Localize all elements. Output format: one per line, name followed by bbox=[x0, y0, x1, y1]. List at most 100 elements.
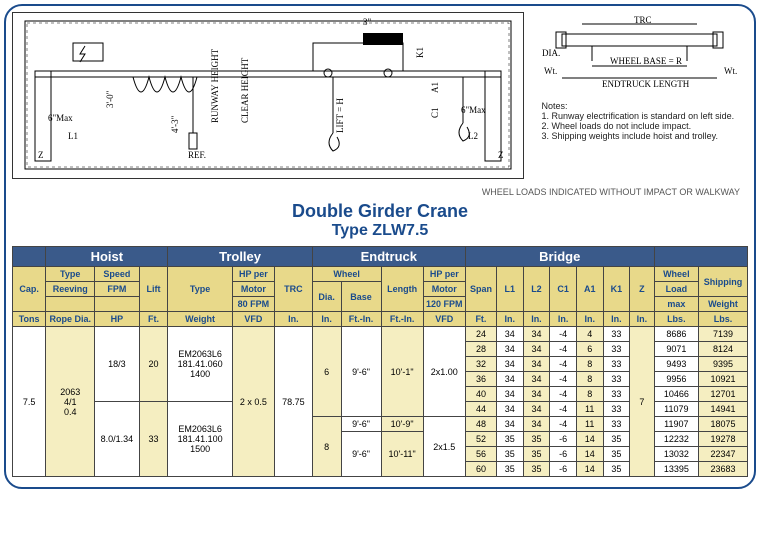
label-c1: C1 bbox=[430, 107, 440, 118]
cell-base1: 9'-6" bbox=[341, 327, 381, 417]
cell-len1: 10'-1" bbox=[381, 327, 423, 417]
label-trc: TRC bbox=[634, 16, 652, 25]
u-trc: In. bbox=[274, 312, 312, 327]
hdr-sw2: Weight bbox=[699, 297, 748, 312]
label-z-left: Z bbox=[38, 150, 44, 160]
hdr-ttype: Type bbox=[168, 267, 232, 312]
cell-lift2: 33 bbox=[139, 402, 168, 477]
wheel-load-note: WHEEL LOADS INDICATED WITHOUT IMPACT OR … bbox=[12, 187, 740, 197]
u-wl: Lbs. bbox=[654, 312, 698, 327]
notes-heading: Notes: bbox=[542, 101, 737, 111]
hdr-hp-lbl bbox=[95, 297, 139, 312]
u-base: Ft.-In. bbox=[341, 312, 381, 327]
cell-trolley1: EM2063L6 181.41.060 1400 bbox=[168, 327, 232, 402]
hdr-hp1: HP per bbox=[232, 267, 274, 282]
label-endtruck-length: ENDTRUCK LENGTH bbox=[602, 79, 690, 89]
hdr-l1: L1 bbox=[496, 267, 523, 312]
label-lift: LIFT = H bbox=[335, 98, 345, 133]
cell-l1: 34 bbox=[496, 327, 523, 342]
note-2: 2. Wheel loads do not include impact. bbox=[542, 121, 737, 131]
label-k1: K1 bbox=[415, 47, 425, 58]
hdr-k1: K1 bbox=[603, 267, 630, 312]
cell-lift1: 20 bbox=[139, 327, 168, 402]
hdr-z: Z bbox=[630, 267, 654, 312]
side-column: TRC DIA. Wt. Wt. WHEEL BASE = R ENDTRUCK… bbox=[530, 12, 748, 141]
note-1: 1. Runway electrification is standard on… bbox=[542, 111, 737, 121]
cell-speed1: 18/3 bbox=[95, 327, 139, 402]
cell-ehp2: 2x1.5 bbox=[423, 417, 465, 477]
cell-wl: 8686 bbox=[654, 327, 698, 342]
diagram-row: 6"Max L1 Z 3'-0" 4'-3" REF. RUNWAY HEIGH… bbox=[12, 12, 748, 179]
hdr-sw1: Shipping bbox=[699, 267, 748, 297]
hdr-wheel: Wheel bbox=[312, 267, 381, 282]
cell-cap: 7.5 bbox=[13, 327, 46, 477]
u-weight: Weight bbox=[168, 312, 232, 327]
page-subtitle: Type ZLW7.5 bbox=[12, 222, 748, 240]
header-row-1: Cap. Type Speed Lift Type HP per TRC Whe… bbox=[13, 267, 748, 282]
u-len: Ft.-In. bbox=[381, 312, 423, 327]
cell-dia1: 6 bbox=[312, 327, 341, 417]
u-lift: Ft. bbox=[139, 312, 168, 327]
hdr-ropedia-lbl bbox=[46, 297, 95, 312]
hdr-lift: Lift bbox=[139, 267, 168, 312]
page-frame: 6"Max L1 Z 3'-0" 4'-3" REF. RUNWAY HEIGH… bbox=[4, 4, 756, 489]
label-runway-height: RUNWAY HEIGHT bbox=[210, 48, 220, 123]
hdr-80fpm: 80 FPM bbox=[232, 297, 274, 312]
u-vfd: VFD bbox=[232, 312, 274, 327]
u-a1: In. bbox=[576, 312, 603, 327]
hdr-ehp1: HP per bbox=[423, 267, 465, 282]
cell-span: 24 bbox=[465, 327, 496, 342]
crane-elevation-diagram: 6"Max L1 Z 3'-0" 4'-3" REF. RUNWAY HEIGH… bbox=[12, 12, 524, 179]
label-wt-right: Wt. bbox=[724, 66, 737, 76]
hdr-fpm: FPM bbox=[95, 282, 139, 297]
cell-trolley2: EM2063L6 181.41.100 1500 bbox=[168, 402, 232, 477]
label-wt-left: Wt. bbox=[544, 66, 557, 76]
u-span: Ft. bbox=[465, 312, 496, 327]
label-clear-height: CLEAR HEIGHT bbox=[240, 57, 250, 123]
hdr-120fpm: 120 FPM bbox=[423, 297, 465, 312]
label-z-right: Z bbox=[498, 150, 504, 160]
group-endtruck: Endtruck bbox=[312, 247, 465, 267]
u-sw: Lbs. bbox=[699, 312, 748, 327]
notes-block: Notes: 1. Runway electrification is stan… bbox=[542, 101, 737, 141]
cell-l2: 34 bbox=[523, 327, 550, 342]
label-6max-left: 6"Max bbox=[48, 113, 73, 123]
hdr-c1: C1 bbox=[550, 267, 577, 312]
u-dia: In. bbox=[312, 312, 341, 327]
hdr-l2: L2 bbox=[523, 267, 550, 312]
u-rope: Rope Dia. bbox=[46, 312, 95, 327]
hdr-trc: TRC bbox=[274, 267, 312, 312]
cell-reeving: 2063 4/1 0.4 bbox=[46, 327, 95, 477]
hdr-type: Type bbox=[46, 267, 95, 282]
cell-sw: 7139 bbox=[699, 327, 748, 342]
header-row-units: Tons Rope Dia. HP Ft. Weight VFD In. In.… bbox=[13, 312, 748, 327]
hdr-wl2: Load bbox=[654, 282, 698, 297]
table-row: 7.5 2063 4/1 0.4 18/3 20 EM2063L6 181.41… bbox=[13, 327, 748, 342]
u-hp: HP bbox=[95, 312, 139, 327]
hdr-reeving: Reeving bbox=[46, 282, 95, 297]
hdr-ehp2: Motor bbox=[423, 282, 465, 297]
group-hoist: Hoist bbox=[46, 247, 168, 267]
cell-base2: 9'-6" bbox=[341, 417, 381, 432]
cell-c1: -4 bbox=[550, 327, 577, 342]
cell-base3: 9'-6" bbox=[341, 432, 381, 477]
cell-ehp1: 2x1.00 bbox=[423, 327, 465, 417]
hdr-base: Base bbox=[341, 282, 381, 312]
cell-trc: 78.75 bbox=[274, 327, 312, 477]
u-c1: In. bbox=[550, 312, 577, 327]
label-a1: A1 bbox=[430, 82, 440, 93]
label-3-0: 3'-0" bbox=[105, 90, 115, 108]
cell-z: 7 bbox=[630, 327, 654, 477]
u-z: In. bbox=[630, 312, 654, 327]
label-6max-right: 6"Max bbox=[461, 105, 486, 115]
hdr-speed: Speed bbox=[95, 267, 139, 282]
cell-thp: 2 x 0.5 bbox=[232, 327, 274, 477]
u-k1: In. bbox=[603, 312, 630, 327]
hdr-length: Length bbox=[381, 267, 423, 312]
page-title: Double Girder Crane bbox=[12, 201, 748, 222]
hdr-span: Span bbox=[465, 267, 496, 312]
label-wheelbase: WHEEL BASE = R bbox=[610, 56, 682, 66]
u-cap: Tons bbox=[13, 312, 46, 327]
cell-speed2: 8.0/1.34 bbox=[95, 402, 139, 477]
group-trolley: Trolley bbox=[168, 247, 312, 267]
